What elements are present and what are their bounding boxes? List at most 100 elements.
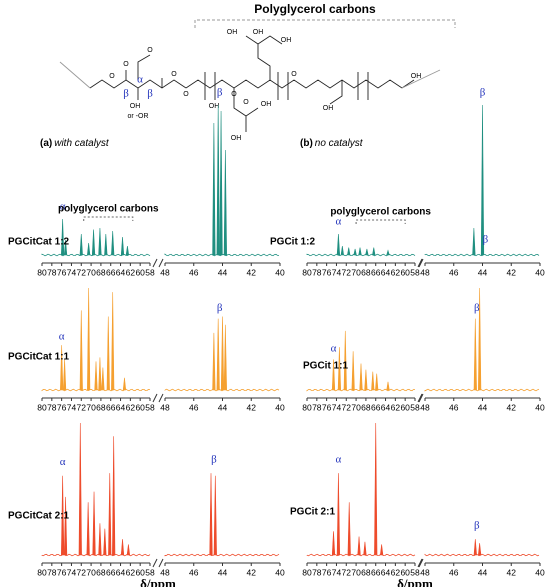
x-tick-label: 76 <box>57 402 67 412</box>
structure-bonds <box>59 35 441 132</box>
x-tick-label: 66 <box>371 267 381 277</box>
annotation: α <box>60 456 66 468</box>
peak <box>126 544 131 556</box>
peak <box>331 531 336 556</box>
atom-label: α <box>137 74 143 86</box>
x-tick-label: 74 <box>67 267 77 277</box>
peak <box>98 227 102 256</box>
baseline <box>306 553 416 557</box>
peak <box>63 496 68 556</box>
x-tick-label: 58 <box>410 402 420 412</box>
peak <box>106 316 110 391</box>
peak <box>337 347 342 391</box>
peak <box>216 104 220 256</box>
x-tick-label: 60 <box>135 402 145 412</box>
x-tick-label: 80 <box>37 402 47 412</box>
peak <box>91 229 96 256</box>
atom-label: OH <box>323 105 334 112</box>
x-tick-label: 42 <box>507 402 517 412</box>
baseline <box>424 388 540 392</box>
x-tick-label: 42 <box>507 567 517 577</box>
peak <box>78 422 82 556</box>
x-tick-label: 48 <box>420 567 430 577</box>
peak <box>375 373 379 391</box>
peak <box>111 292 115 391</box>
annotation: polyglycerol carbons <box>330 207 431 218</box>
sample-label: PGCitCat 2:1 <box>8 511 70 522</box>
peak <box>220 316 225 391</box>
x-tick-label: 58 <box>145 567 155 577</box>
annotation: α <box>59 330 65 342</box>
x-tick-label: 62 <box>391 402 401 412</box>
x-tick-label: 72 <box>342 567 352 577</box>
x-tick-label: 78 <box>47 567 57 577</box>
panel-title: (b) no catalyst <box>300 138 364 149</box>
spectrum-panel: 80 78 76 74 72 70 68 66 64 62 60 58 48 46 44 42 40 α β β pol… <box>270 87 545 278</box>
x-tick-label: 42 <box>507 267 517 277</box>
peak <box>223 324 227 391</box>
atom-label: β <box>123 88 129 100</box>
peak <box>87 287 91 391</box>
baseline <box>41 253 151 257</box>
peak <box>374 422 378 556</box>
peak <box>219 110 223 256</box>
peak <box>60 345 64 391</box>
peak <box>386 381 390 391</box>
x-tick-label: 46 <box>189 402 199 412</box>
peak <box>213 475 217 556</box>
panel-text: no catalyst <box>315 138 364 149</box>
peak <box>79 310 83 391</box>
x-tick-label: 64 <box>381 402 391 412</box>
x-tick-label: 48 <box>420 267 430 277</box>
peak <box>108 473 112 556</box>
x-tick-label: 72 <box>77 402 87 412</box>
x-tick-label: 40 <box>535 267 545 277</box>
atom-label: O <box>291 71 297 78</box>
panel-text: with catalyst <box>54 138 110 149</box>
panel-title: (a) with catalyst <box>40 138 110 149</box>
peak <box>87 242 91 256</box>
x-tick-label: 68 <box>96 267 106 277</box>
peak <box>379 544 384 556</box>
atom-label: OH <box>231 135 242 142</box>
atom-label: OH <box>130 103 141 110</box>
x-tick-label: 68 <box>96 402 106 412</box>
atom-label: β <box>147 88 153 100</box>
x-tick-label: 78 <box>47 402 57 412</box>
x-tick-label: 62 <box>391 567 401 577</box>
baseline <box>164 553 280 557</box>
x-tick-label: 80 <box>302 402 312 412</box>
annotation: β <box>217 87 223 99</box>
axis-break <box>418 393 424 403</box>
peak <box>347 247 351 256</box>
x-axis-label: δ/ppm <box>140 576 176 587</box>
peak <box>125 245 130 256</box>
x-tick-label: 78 <box>312 567 322 577</box>
x-tick-label: 64 <box>381 267 391 277</box>
peak <box>365 248 369 256</box>
peak <box>104 233 108 256</box>
peak <box>79 233 83 256</box>
peak <box>212 332 216 391</box>
atom-label: or -OR <box>128 113 149 120</box>
sample-label: PGCitCat 1:1 <box>8 352 70 363</box>
atom-label: OH <box>227 29 238 36</box>
x-tick-label: 64 <box>116 402 126 412</box>
x-tick-label: 44 <box>218 267 228 277</box>
x-tick-label: 78 <box>312 402 322 412</box>
baseline <box>424 553 540 557</box>
x-tick-label: 74 <box>67 402 77 412</box>
sample-label: PGCit 1:2 <box>270 237 315 248</box>
x-tick-label: 72 <box>77 567 87 577</box>
x-tick-label: 60 <box>400 567 410 577</box>
x-tick-label: 60 <box>400 267 410 277</box>
x-tick-label: 76 <box>57 267 67 277</box>
x-tick-label: 60 <box>135 567 145 577</box>
x-tick-label: 40 <box>275 567 285 577</box>
baseline <box>164 388 280 392</box>
x-axis-label: δ/ppm <box>397 576 433 587</box>
peak <box>63 239 68 256</box>
axis-break <box>158 393 164 403</box>
peak <box>371 371 375 391</box>
peak <box>103 528 107 556</box>
